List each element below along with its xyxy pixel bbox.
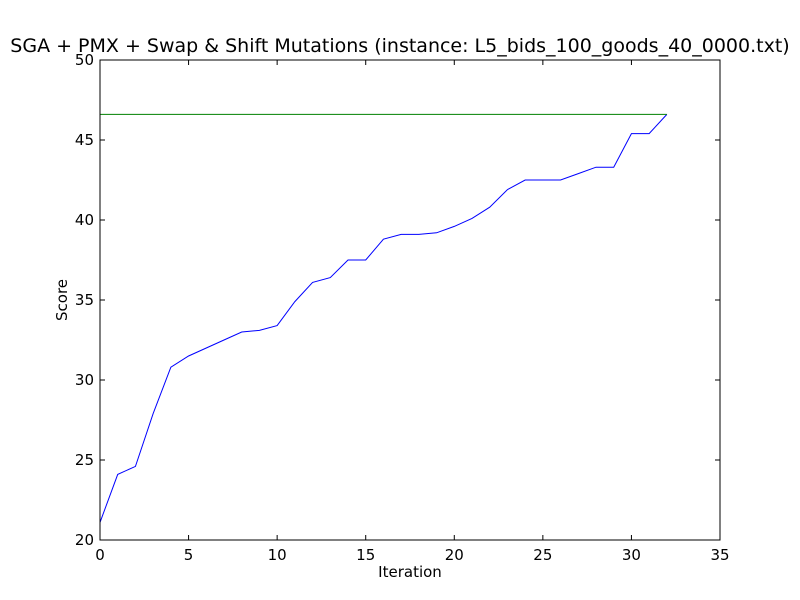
x-tick-label: 35 xyxy=(710,546,729,564)
y-tick-label: 40 xyxy=(75,211,94,229)
y-tick-label: 20 xyxy=(75,531,94,549)
chart-title: SGA + PMX + Swap & Shift Mutations (inst… xyxy=(10,35,789,57)
x-tick-label: 30 xyxy=(622,546,641,564)
x-tick-label: 25 xyxy=(533,546,552,564)
series-layer xyxy=(99,113,668,523)
x-tick-label: 5 xyxy=(184,546,194,564)
x-tick-label: 15 xyxy=(356,546,375,564)
x-tick-label: 0 xyxy=(95,546,105,564)
y-tick-label: 25 xyxy=(75,451,94,469)
y-tick-label: 45 xyxy=(75,131,94,149)
x-axis-label: Iteration xyxy=(378,563,442,581)
x-tick-label: 10 xyxy=(268,546,287,564)
y-tick-label: 30 xyxy=(75,371,94,389)
y-tick-label: 35 xyxy=(75,291,94,309)
series-line-1 xyxy=(99,114,668,523)
y-tick-label: 50 xyxy=(75,51,94,69)
y-axis-label: Score xyxy=(53,279,71,321)
tick-layer: 0 5 10 15 20 25 30 35 20 25 30 35 40 45 50 xyxy=(75,51,730,564)
x-tick-label: 20 xyxy=(445,546,464,564)
plot-area-frame xyxy=(99,59,721,541)
